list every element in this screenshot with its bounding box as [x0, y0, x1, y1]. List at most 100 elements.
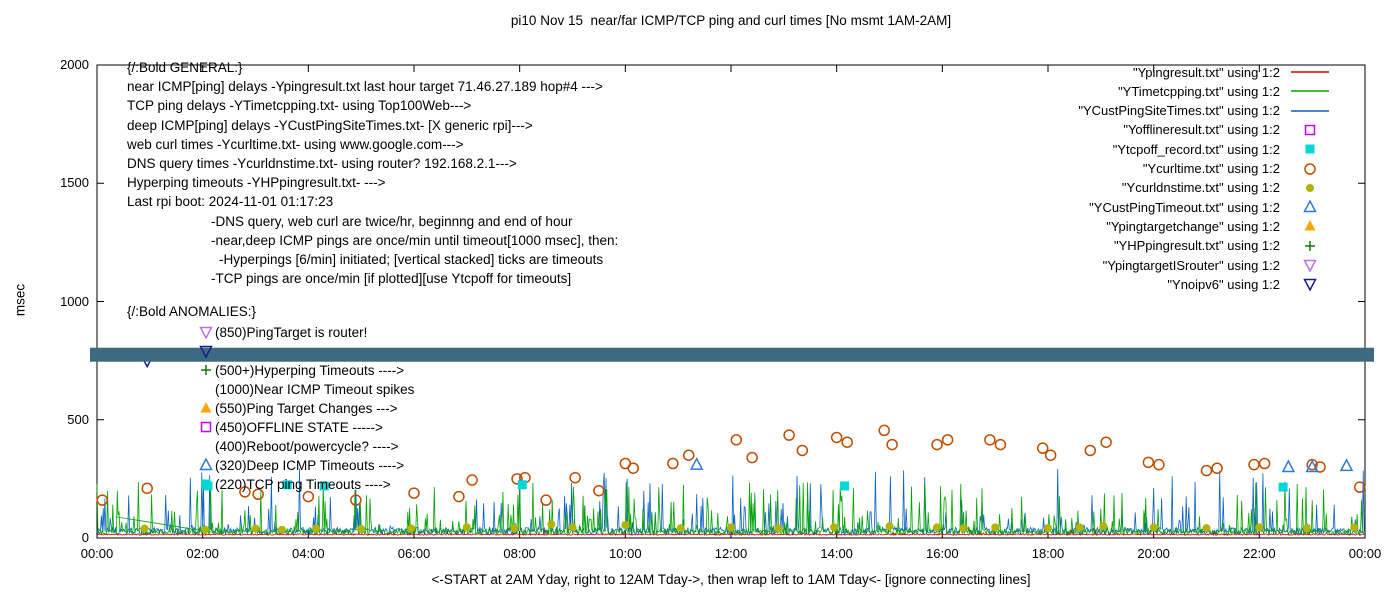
legend-marker-icon	[1291, 109, 1329, 112]
legend-item: "YTimetcpping.txt" using 1:2	[1118, 83, 1332, 99]
triangle-open-icon	[1305, 459, 1319, 473]
x-tick-label: 14:00	[820, 546, 853, 561]
circle-open-icon	[746, 451, 758, 464]
general-line: -Hyperpings [6/min] initiated; [vertical…	[219, 252, 604, 267]
anomaly-text: (450)OFFLINE STATE ----->	[215, 419, 383, 435]
legend-label: "Ypingresult.txt" using 1:2	[1132, 64, 1280, 80]
circle-filled-icon	[510, 524, 519, 533]
circle-filled-icon	[1350, 523, 1359, 532]
legend-marker-icon	[1303, 259, 1317, 272]
general-line: deep ICMP[ping] delays -YCustPingSiteTim…	[127, 117, 533, 133]
circle-open-icon	[1100, 436, 1112, 448]
circle-open-icon	[593, 484, 605, 497]
x-tick-label: 06:00	[397, 546, 431, 561]
tridown-open-icon	[1303, 279, 1317, 292]
legend-marker-icon	[1304, 124, 1316, 136]
square-filled-icon	[319, 481, 329, 491]
tridown-open-icon	[199, 326, 213, 339]
circle-open-icon	[141, 482, 153, 495]
circle-filled-icon	[676, 524, 685, 533]
circle-filled-icon	[251, 524, 260, 533]
circle-open-icon	[1211, 462, 1223, 474]
circle-open-icon	[1353, 481, 1366, 493]
general-line: -DNS query, web curl are twice/hr, begin…	[211, 213, 573, 229]
circle-filled-icon	[140, 524, 149, 533]
circle-filled-icon	[621, 520, 630, 529]
circle-filled-icon	[1075, 523, 1084, 532]
circle-filled-icon	[312, 524, 321, 533]
circle-filled-icon	[568, 523, 577, 532]
general-line: near ICMP[ping] delays -Ypingresult.txt …	[127, 79, 603, 95]
square-filled-icon	[1278, 482, 1288, 492]
legend-marker-icon	[1303, 200, 1317, 213]
anomaly-text: (850)PingTarget is router!	[215, 324, 368, 340]
x-tick-label: 10:00	[609, 546, 642, 561]
tridown-open-icon	[199, 345, 213, 358]
circle-open-icon	[511, 473, 523, 485]
anomaly-marker-icon	[198, 439, 214, 453]
legend-item: "Ycurltime.txt" using 1:2	[1143, 161, 1332, 176]
circle-open-icon	[540, 494, 552, 506]
y-tick-label: 1500	[60, 175, 89, 191]
legend-label: "YTimetcpping.txt" using 1:2	[1118, 83, 1280, 99]
x-tick-label: 12:00	[714, 546, 748, 561]
circle-filled-icon	[1099, 522, 1108, 531]
anomaly-text: (320)Deep ICMP Timeouts ---->	[215, 457, 405, 473]
circle-open-icon	[1036, 442, 1049, 454]
circle-open-icon	[569, 471, 581, 484]
noipv6-band	[90, 347, 1374, 362]
triangle-open-icon	[1339, 458, 1354, 472]
legend-label: "Yofflineresult.txt" using 1:2	[1123, 122, 1280, 138]
circle-open-icon	[350, 494, 362, 506]
anomaly-marker-icon	[199, 345, 213, 358]
circle-open-icon	[783, 429, 795, 441]
anomaly-text: (220)TCP ping Timeouts ---->	[215, 476, 391, 492]
legend-item: "Ypingtargetchange" using 1:2	[1106, 219, 1332, 234]
circle-open-icon	[302, 490, 315, 503]
legend-label: "YCustPingTimeout.txt" using 1:2	[1089, 199, 1280, 215]
anomaly-item: (400)Reboot/powercycle? ---->	[198, 438, 398, 454]
y-tick-label: 2000	[60, 57, 89, 72]
anomaly-marker-icon	[199, 326, 213, 339]
legend-item: "YHPpingresult.txt" using 1:2	[1114, 238, 1332, 253]
circle-filled-icon	[462, 523, 471, 532]
circle-open-icon	[841, 436, 853, 448]
general-line: Last rpi boot: 2024-11-01 01:17:23	[127, 194, 334, 210]
circle-open-icon	[1248, 458, 1260, 471]
anomaly-marker-icon	[200, 402, 212, 413]
circle-open-icon	[667, 457, 679, 470]
x-tick-label: 22:00	[1243, 546, 1276, 561]
circle-filled-icon	[727, 523, 735, 532]
anomaly-item: (1000)Near ICMP Timeout spikes	[198, 381, 414, 397]
general-line: Hyperping timeouts -YHPpingresult.txt- -…	[127, 175, 386, 191]
y-axis-label: msec	[12, 283, 28, 317]
anomalies-header: {/:Bold ANOMALIES:}	[127, 304, 257, 319]
chart-title: pi10 Nov 15 near/far ICMP/TCP ping and c…	[510, 13, 952, 28]
legend-marker-icon	[1303, 279, 1317, 292]
circle-filled-icon	[830, 523, 839, 532]
circle-open-icon	[931, 438, 943, 451]
triangle-open-icon	[1303, 200, 1317, 213]
circle-open-icon	[453, 490, 465, 503]
x-axis-label: <-START at 2AM Yday, right to 12AM Tday-…	[431, 572, 1031, 587]
x-tick-label: 00:00	[80, 546, 114, 561]
y-tick-label: 1000	[60, 293, 89, 309]
general-line: -TCP pings are once/min [if plotted][use…	[211, 271, 572, 287]
anomaly-item: (450)OFFLINE STATE ----->	[198, 419, 383, 435]
circle-open-icon	[1084, 444, 1097, 457]
square-filled-icon	[840, 481, 850, 491]
triangle-open-icon	[689, 457, 704, 470]
anomaly-marker-icon	[201, 479, 211, 489]
circle-filled-icon	[407, 524, 416, 533]
circle-filled-icon	[991, 523, 1000, 532]
legend-item: "Yofflineresult.txt" using 1:2	[1123, 122, 1332, 138]
circle-open-icon	[252, 488, 264, 500]
legend-marker-icon	[1291, 71, 1329, 73]
triangle-open-icon	[199, 458, 213, 471]
anomaly-marker-icon	[200, 421, 212, 433]
circle-open-icon	[1200, 464, 1213, 477]
circle-open-icon	[239, 486, 251, 498]
general-line: {/:Bold GENERAL:}	[127, 60, 243, 75]
